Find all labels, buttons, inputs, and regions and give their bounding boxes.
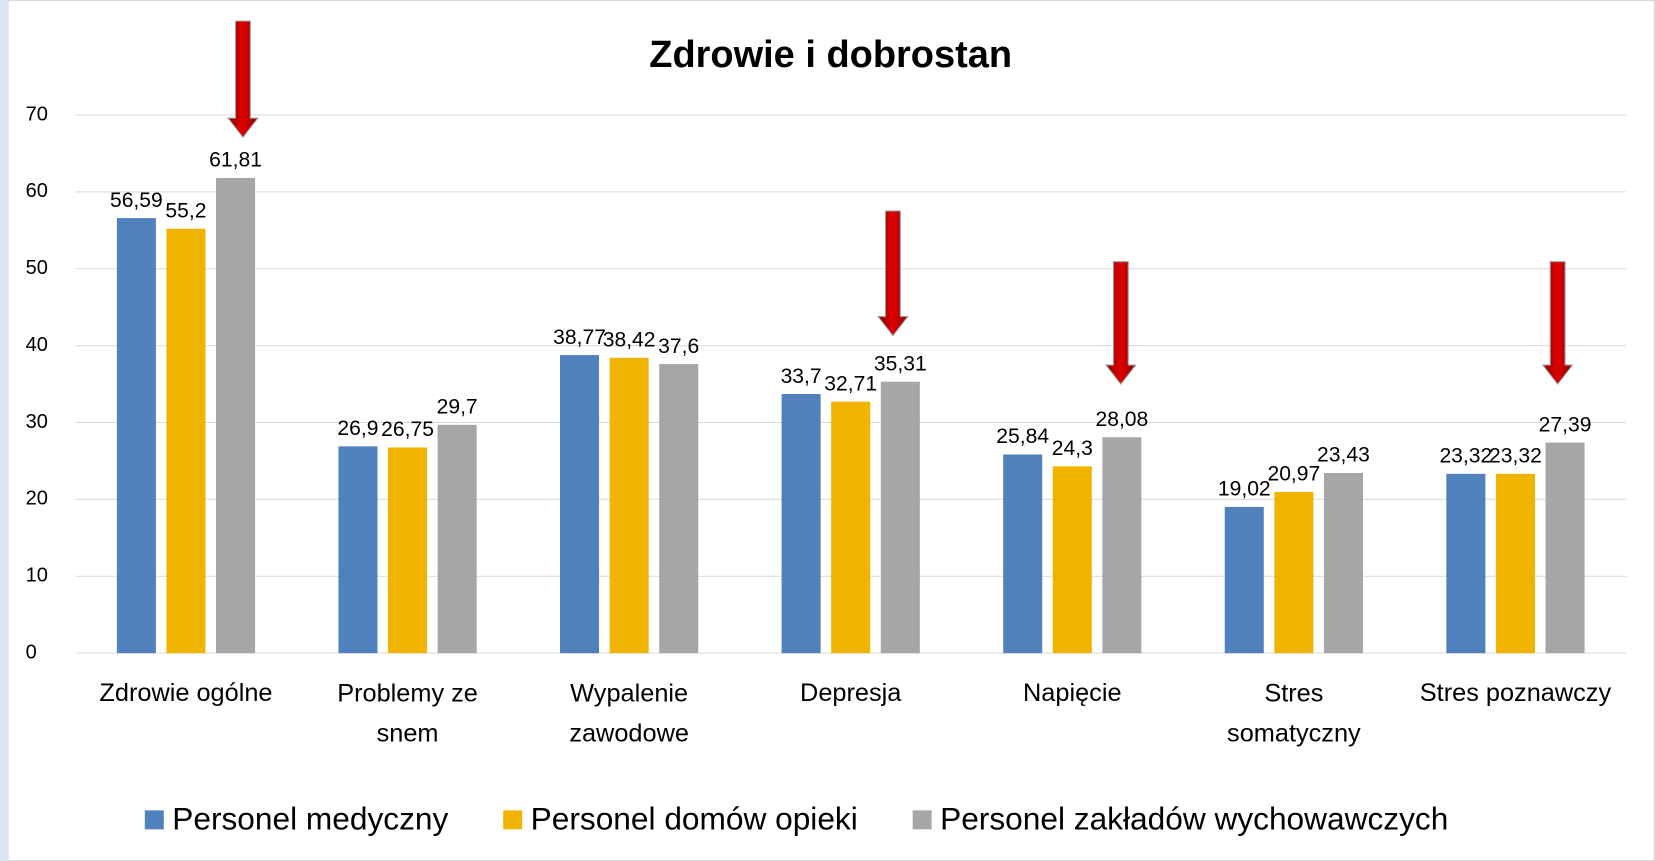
value-label: 25,84 — [996, 425, 1049, 448]
bar — [781, 394, 821, 654]
arrow — [1541, 261, 1574, 385]
bar — [1446, 473, 1486, 654]
bar — [388, 447, 428, 654]
value-label: 23,32 — [1439, 445, 1492, 468]
bar — [437, 424, 477, 654]
arrow — [1104, 261, 1137, 385]
bar — [1003, 454, 1043, 654]
legend-label: Personel domów opieki — [531, 800, 858, 836]
legend-label: Personel zakładów wychowawczych — [940, 800, 1448, 836]
value-label: 29,7 — [437, 396, 478, 419]
value-label: 20,97 — [1267, 463, 1320, 486]
bar — [880, 381, 920, 654]
bar — [560, 355, 600, 654]
x-tick-label: Napięcie — [1023, 679, 1121, 707]
bar — [609, 357, 649, 654]
y-tick-label: 50 — [26, 257, 48, 279]
value-label: 55,2 — [165, 199, 206, 222]
y-tick-label: 20 — [26, 488, 48, 510]
value-label: 23,32 — [1489, 445, 1542, 468]
y-tick-label: 40 — [26, 334, 48, 356]
value-label: 26,75 — [381, 418, 434, 441]
bar — [1495, 473, 1535, 654]
value-label: 19,02 — [1218, 478, 1271, 501]
bar — [831, 401, 871, 654]
bar — [216, 177, 256, 654]
x-tick-label: Stres poznawczy — [1420, 679, 1612, 707]
y-tick-label: 30 — [26, 411, 48, 433]
bar — [1224, 506, 1264, 654]
value-label: 28,08 — [1095, 408, 1148, 431]
value-label: 61,81 — [209, 149, 262, 172]
value-label: 38,42 — [603, 328, 656, 351]
legend-swatch — [503, 810, 523, 830]
value-label: 56,59 — [110, 189, 163, 212]
value-label: 38,77 — [553, 326, 606, 349]
x-tick-label: Stres somatyczny — [1227, 679, 1361, 747]
side-strip — [0, 0, 9, 861]
x-tick-label: Problemy ze snem — [337, 679, 478, 747]
value-label: 35,31 — [874, 352, 927, 375]
bar — [1102, 437, 1142, 654]
bar — [1052, 466, 1092, 654]
y-tick-label: 0 — [26, 641, 37, 663]
y-tick-label: 70 — [26, 103, 48, 125]
legend: Personel medyczny Personel domów opieki Pe… — [144, 800, 1448, 836]
legend-swatch — [144, 810, 164, 830]
bar — [1545, 442, 1585, 654]
value-label: 33,7 — [781, 365, 822, 388]
x-tick-label: Depresja — [800, 679, 902, 707]
bar — [116, 218, 156, 654]
value-label: 26,9 — [337, 417, 378, 440]
value-label: 27,39 — [1539, 413, 1592, 436]
value-label: 37,6 — [658, 335, 699, 358]
bar — [1274, 491, 1314, 654]
value-label: 32,71 — [824, 372, 877, 395]
arrow — [227, 20, 259, 139]
legend-label: Personel medyczny — [172, 800, 448, 836]
arrows — [227, 20, 1574, 385]
x-tick-label: Zdrowie ogólne — [99, 679, 272, 707]
bar — [166, 228, 206, 654]
chart-title: Zdrowie i dobrostan — [649, 34, 1012, 76]
arrow — [877, 210, 909, 337]
value-label: 23,43 — [1317, 444, 1370, 467]
x-tick-label: Wypalenie zawodowe — [569, 679, 689, 747]
value-label: 24,3 — [1052, 437, 1093, 460]
bar — [659, 364, 699, 654]
bar — [338, 446, 378, 654]
bars: Zdrowie ogólne 56,59 55,2 61,81 Problemy ze s… — [99, 149, 1611, 747]
bar — [1323, 473, 1363, 654]
y-tick-label: 10 — [26, 565, 48, 587]
y-tick-label: 60 — [26, 180, 48, 202]
legend-swatch — [912, 810, 932, 830]
